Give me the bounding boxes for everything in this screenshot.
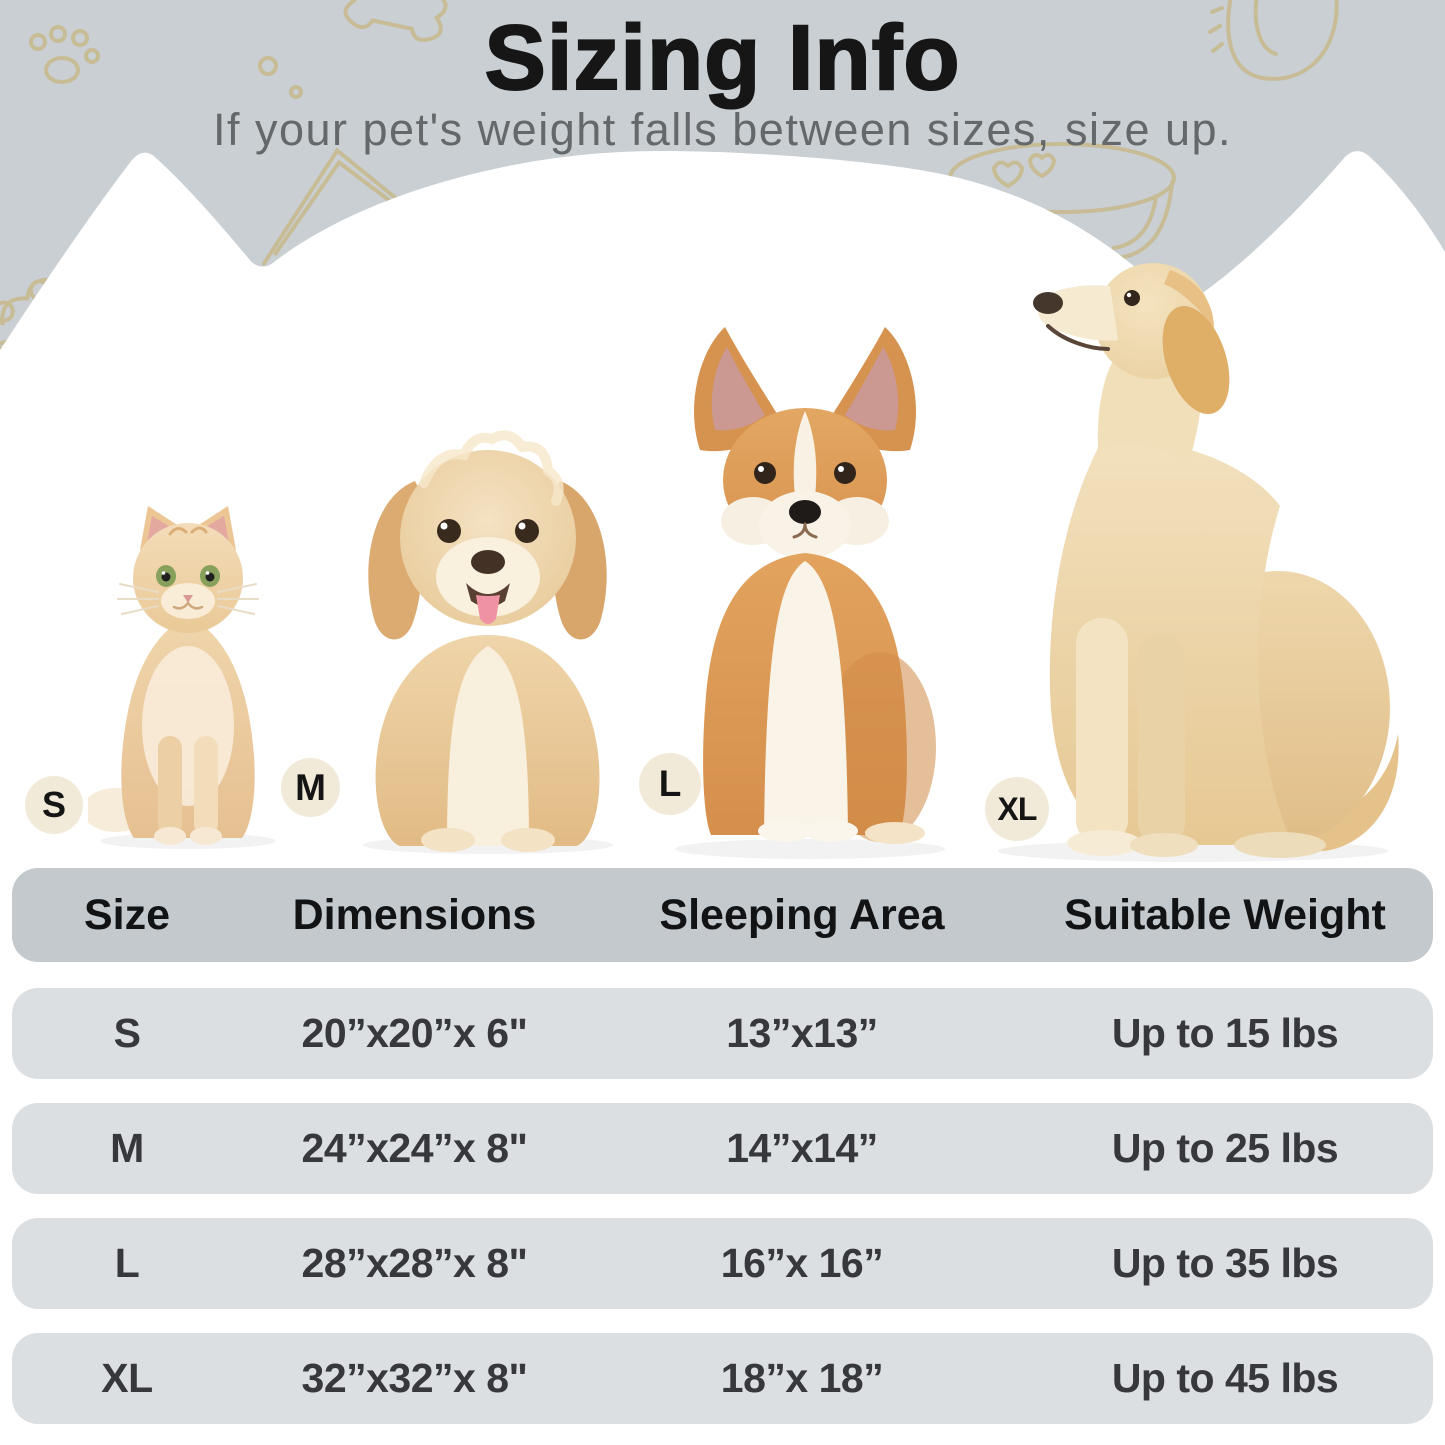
table-row-s: S 20”x20”x 6" 13”x13” Up to 15 lbs xyxy=(12,988,1433,1079)
header-cell-dimensions: Dimensions xyxy=(292,890,537,939)
size-badge-m: M xyxy=(281,758,340,817)
header-gray-shape xyxy=(0,0,1445,350)
cat-photo xyxy=(88,506,276,849)
cell-suitable-weight: Up to 25 lbs xyxy=(1111,1125,1339,1171)
size-badge-l-label: L xyxy=(658,763,682,804)
bone-doodle xyxy=(343,0,448,43)
ear-sketch-doodle xyxy=(1208,0,1339,81)
cell-size: XL xyxy=(101,1355,153,1401)
cell-size: S xyxy=(113,1010,141,1056)
cell-suitable-weight: Up to 35 lbs xyxy=(1111,1240,1339,1286)
cell-suitable-weight: Up to 15 lbs xyxy=(1111,1010,1339,1056)
page-subtitle: If your pet's weight falls between sizes… xyxy=(212,104,1233,155)
header-cell-size: Size xyxy=(83,890,171,939)
size-badge-s: S xyxy=(25,776,83,834)
size-badge-xl-label: XL xyxy=(997,790,1038,827)
cell-dimensions: 24”x24”x 8" xyxy=(301,1125,528,1171)
size-badge-l: L xyxy=(639,753,701,815)
header-cell-suitable-weight: Suitable Weight xyxy=(1064,890,1386,939)
corgi-photo xyxy=(675,327,945,859)
page-title: Sizing Info xyxy=(483,6,961,110)
cell-sleeping-area: 18”x 18” xyxy=(720,1355,884,1401)
size-badge-xl: XL xyxy=(985,777,1049,841)
cell-size: L xyxy=(114,1240,140,1286)
cell-sleeping-area: 16”x 16” xyxy=(720,1240,884,1286)
header-background xyxy=(0,0,1445,350)
cell-dimensions: 28”x28”x 8" xyxy=(301,1240,528,1286)
fluffy-puppy-photo xyxy=(363,430,613,854)
size-badge-s-label: S xyxy=(41,784,66,825)
paw-print-doodle xyxy=(29,25,303,99)
cell-dimensions: 32”x32”x 8" xyxy=(301,1355,528,1401)
cell-sleeping-area: 13”x13” xyxy=(726,1010,878,1056)
cell-size: M xyxy=(110,1125,144,1171)
size-badge-m-label: M xyxy=(295,766,326,808)
table-header-row: Size Dimensions Sleeping Area Suitable W… xyxy=(12,868,1433,962)
golden-retriever-photo xyxy=(998,263,1399,862)
table-row-l: L 28”x28”x 8" 16”x 16” Up to 35 lbs xyxy=(12,1218,1433,1309)
cell-sleeping-area: 14”x14” xyxy=(726,1125,878,1171)
table-row-xl: XL 32”x32”x 8" 18”x 18” Up to 45 lbs xyxy=(12,1333,1433,1424)
cell-dimensions: 20”x20”x 6" xyxy=(301,1010,528,1056)
table-row-m: M 24”x24”x 8" 14”x14” Up to 25 lbs xyxy=(12,1103,1433,1194)
header-cell-sleeping-area: Sleeping Area xyxy=(659,890,945,939)
cell-suitable-weight: Up to 45 lbs xyxy=(1111,1355,1339,1401)
